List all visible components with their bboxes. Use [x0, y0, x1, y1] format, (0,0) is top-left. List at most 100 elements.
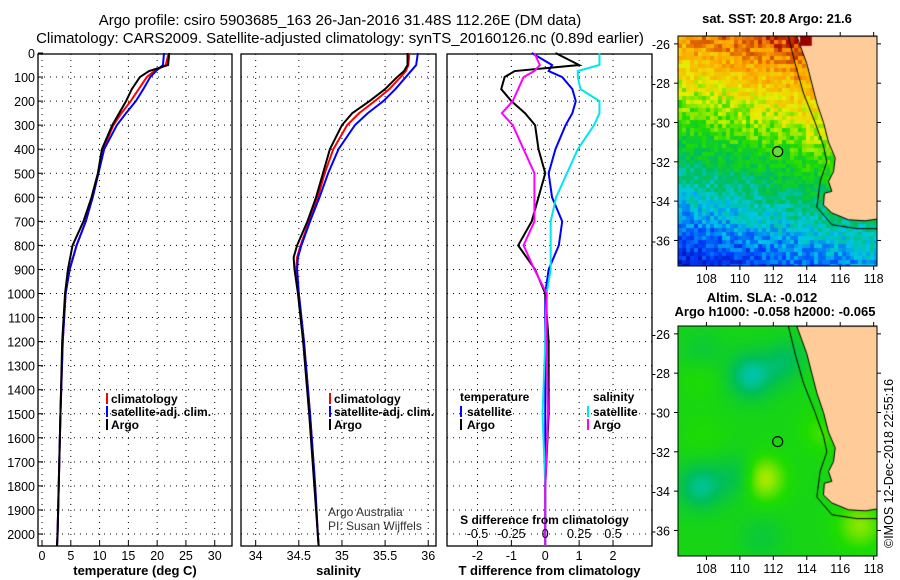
lat-tick-label: -32: [652, 156, 670, 170]
series-line-satellite-adj-clim-: [296, 52, 419, 547]
legend-title-salinity: salinity: [593, 390, 635, 404]
panel-salinity: 34 34.5 35 35.5 36 salinity climatologysatelli…: [240, 52, 437, 578]
lat-tick-label: -36: [652, 524, 670, 538]
y-tick-label: 1000: [7, 288, 35, 302]
x-tick-label: 34.5: [287, 549, 311, 563]
legend-swatch: [587, 406, 589, 417]
y-tick-label: 1400: [7, 384, 35, 398]
lat-tick-label: -28: [652, 77, 670, 91]
map-frame: [677, 35, 878, 267]
map2-title-1: Altim. SLA: -0.012: [707, 290, 818, 305]
x-tick-label: 1: [576, 549, 583, 563]
x2-tick-label: -0.25: [497, 527, 526, 541]
legend-swatch: [106, 406, 108, 417]
x-tick-label: 5: [67, 549, 74, 563]
lat-tick-label: -34: [652, 195, 670, 209]
y-tick-label: 1900: [7, 504, 35, 518]
legend-label: satellite-adj. clim.: [334, 405, 434, 419]
series-line-s-satellite: [541, 53, 601, 547]
y-tick-label: 1300: [7, 360, 35, 374]
lat-tick-label: -30: [652, 116, 670, 130]
x-tick-label: 25: [179, 549, 193, 563]
legend-swatch: [329, 419, 331, 430]
x2-tick-label: 0: [542, 527, 549, 541]
x-tick-label: 30: [208, 549, 222, 563]
legend-label: Argo: [111, 418, 139, 432]
sla-map-field: [678, 326, 877, 556]
series-line-argo: [292, 53, 409, 547]
plot-frame: [37, 53, 233, 547]
y-tick-label: 700: [14, 215, 35, 229]
y-tick-label: 1700: [7, 456, 35, 470]
lat-tick-label: -34: [652, 485, 670, 499]
argo-location-marker: [772, 435, 784, 448]
lon-tick-label: 110: [730, 562, 750, 576]
lon-tick-label: 114: [797, 562, 817, 576]
y-tick-label: 1500: [7, 408, 35, 422]
lon-tick-label: 116: [830, 272, 850, 286]
y-tick-label: 300: [14, 119, 35, 133]
y-tick-label: 500: [14, 167, 35, 181]
map2-title-2: Argo h1000: -0.058 h2000: -0.065: [675, 304, 876, 319]
y-tick-label: 200: [14, 95, 35, 109]
lon-tick-label: 114: [797, 272, 817, 286]
legend-title-temperature: temperature: [460, 390, 530, 404]
lon-tick-label: 110: [730, 272, 750, 286]
legend-label: satellite: [467, 405, 512, 419]
x-tick-label: 34: [249, 549, 263, 563]
lon-tick-label: 116: [830, 562, 850, 576]
x-tick-label: 36: [421, 549, 435, 563]
legend-label: satellite: [593, 405, 638, 419]
lon-tick-label: 108: [696, 272, 717, 286]
lon-tick-label: 108: [696, 562, 717, 576]
x-axis-label: salinity: [316, 563, 362, 578]
lat-tick-label: -26: [652, 38, 670, 52]
title-line-2: Climatology: CARS2009. Satellite-adjuste…: [36, 30, 644, 47]
x-tick-label: 0: [39, 549, 46, 563]
x-axis-label: T difference from climatology: [458, 563, 641, 578]
series-line-s-argo: [500, 52, 549, 547]
x-tick-label: 2: [610, 549, 617, 563]
x-tick-label: 35.5: [373, 549, 397, 563]
x-tick-label: 20: [150, 549, 164, 563]
panel-differences: -2 -1 0 1 2T difference from climatology temp…: [446, 52, 653, 578]
x2-tick-label: -0.5: [467, 527, 489, 541]
lon-tick-label: 112: [763, 272, 783, 286]
x2-axis-label: S difference from climatology: [460, 513, 629, 527]
lat-tick-label: -28: [652, 367, 670, 381]
series-line-argo: [55, 52, 171, 547]
x-tick-label: 0: [542, 549, 549, 563]
y-tick-label: 600: [14, 191, 35, 205]
lon-tick-label: 118: [864, 562, 884, 576]
x-tick-label: 10: [93, 549, 107, 563]
argo-location-marker: [772, 145, 784, 158]
legend-label: climatology: [334, 392, 401, 406]
series-line-t-satellite: [531, 52, 577, 547]
legend-label: satellite-adj. clim.: [111, 405, 211, 419]
x-tick-label: 35: [335, 549, 349, 563]
credit-line-2: PI: Susan Wijffels: [328, 519, 422, 533]
legend-swatch: [329, 406, 331, 417]
map-1: 108 110 112 114 116 118 -26 -28 -30 -32 -34 -36: [652, 32, 884, 286]
legend-swatch: [460, 406, 462, 417]
legend-swatch: [106, 419, 108, 430]
legend-swatch: [460, 419, 462, 430]
x-tick-label: -1: [506, 549, 517, 563]
y-tick-label: 800: [14, 239, 35, 253]
y-tick-label: 900: [14, 263, 35, 277]
copyright-text: ©IMOS 12-Dec-2018 22:55:16: [882, 379, 896, 548]
y-tick-label: 1600: [7, 432, 35, 446]
plot-frame: [446, 53, 653, 547]
lat-tick-label: -30: [652, 406, 670, 420]
title-line-1: Argo profile: csiro 5903685_163 26-Jan-2…: [99, 12, 582, 29]
y-tick-label: 1100: [8, 312, 35, 326]
plot-frame: [240, 53, 437, 547]
legend-swatch: [106, 393, 108, 404]
x-tick-label: -2: [472, 549, 483, 563]
credit-line-1: Argo Australia: [328, 505, 403, 519]
legend-swatch: [329, 393, 331, 404]
legend-label: Argo: [334, 418, 362, 432]
map-frame: [677, 325, 878, 557]
lon-tick-label: 118: [864, 272, 884, 286]
